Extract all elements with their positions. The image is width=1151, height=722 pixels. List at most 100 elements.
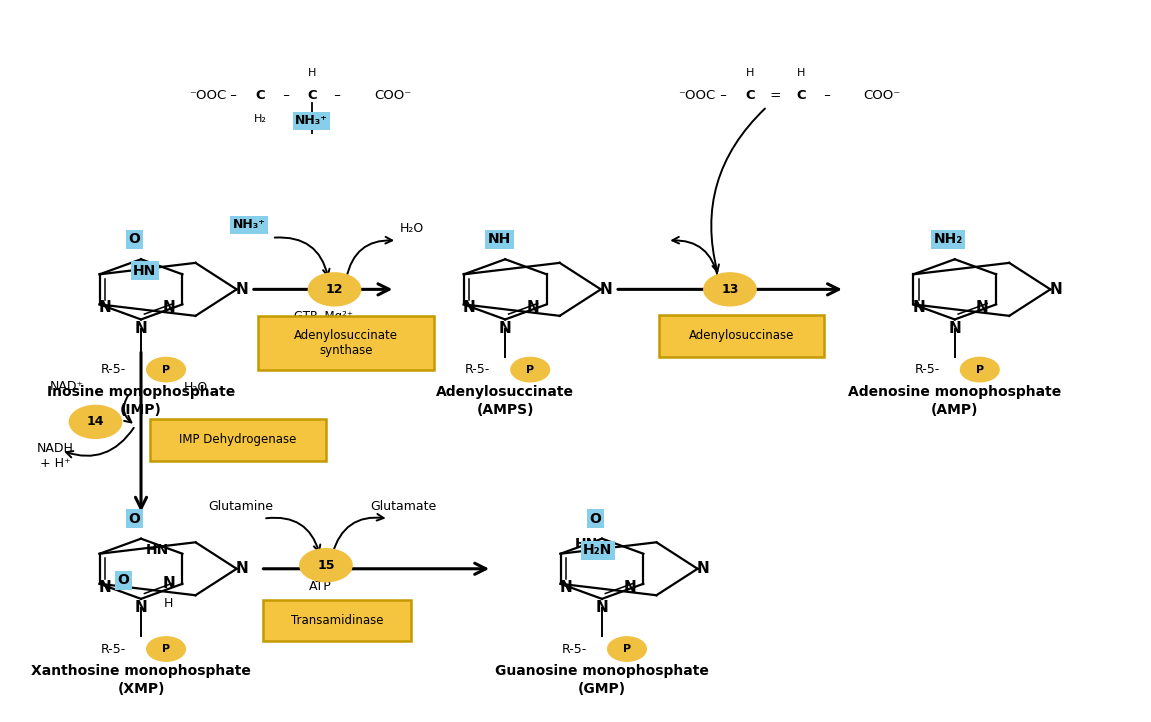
Text: N: N bbox=[162, 576, 175, 591]
Text: N: N bbox=[526, 300, 540, 316]
Text: –: – bbox=[330, 90, 345, 103]
Text: C: C bbox=[796, 90, 806, 103]
Text: IMP Dehydrogenase: IMP Dehydrogenase bbox=[180, 433, 297, 446]
Circle shape bbox=[299, 549, 352, 582]
Text: H₂O: H₂O bbox=[183, 381, 208, 394]
Text: N: N bbox=[99, 300, 112, 316]
Text: N: N bbox=[498, 321, 511, 336]
Text: HN: HN bbox=[134, 264, 157, 278]
Circle shape bbox=[960, 357, 999, 382]
Text: N: N bbox=[913, 300, 925, 316]
FancyBboxPatch shape bbox=[150, 419, 326, 461]
Text: P: P bbox=[162, 365, 170, 375]
Text: Glutamate: Glutamate bbox=[371, 500, 436, 513]
Text: N: N bbox=[135, 600, 147, 615]
Text: C: C bbox=[256, 90, 266, 103]
Text: R-5-: R-5- bbox=[915, 363, 940, 376]
Text: 14: 14 bbox=[86, 415, 105, 428]
Text: NH₂: NH₂ bbox=[933, 232, 962, 246]
Text: (AMPS): (AMPS) bbox=[477, 403, 534, 417]
Text: N: N bbox=[595, 600, 609, 615]
Text: –: – bbox=[716, 90, 731, 103]
Text: COO⁻: COO⁻ bbox=[374, 90, 412, 103]
Text: O: O bbox=[128, 232, 140, 246]
Text: COO⁻: COO⁻ bbox=[863, 90, 901, 103]
Text: HN: HN bbox=[146, 543, 169, 557]
Text: (GMP): (GMP) bbox=[578, 682, 626, 696]
Text: P: P bbox=[623, 644, 631, 654]
Text: P: P bbox=[162, 644, 170, 654]
Text: Adenylosuccinate: Adenylosuccinate bbox=[436, 385, 574, 399]
Text: 13: 13 bbox=[722, 283, 739, 296]
Text: –: – bbox=[820, 90, 834, 103]
Circle shape bbox=[69, 406, 122, 438]
FancyBboxPatch shape bbox=[264, 599, 411, 641]
Text: ⁻OOC: ⁻OOC bbox=[189, 90, 227, 103]
Circle shape bbox=[308, 273, 360, 306]
Text: O: O bbox=[117, 573, 129, 587]
Text: N: N bbox=[976, 300, 989, 316]
Circle shape bbox=[608, 637, 647, 661]
Text: NH: NH bbox=[488, 232, 511, 246]
Text: N: N bbox=[1050, 282, 1062, 297]
Circle shape bbox=[146, 357, 185, 382]
Text: NAD⁺: NAD⁺ bbox=[49, 380, 84, 393]
Text: =: = bbox=[767, 90, 786, 103]
FancyBboxPatch shape bbox=[258, 316, 434, 370]
Text: N: N bbox=[99, 580, 112, 595]
Text: H: H bbox=[746, 68, 754, 78]
Text: N: N bbox=[236, 561, 249, 576]
Text: NADH
+ H⁺: NADH + H⁺ bbox=[37, 443, 74, 470]
Text: ⁻OOC: ⁻OOC bbox=[678, 90, 716, 103]
Text: Glutamine: Glutamine bbox=[208, 500, 273, 513]
Circle shape bbox=[511, 357, 549, 382]
Text: R-5-: R-5- bbox=[562, 643, 587, 656]
Text: N: N bbox=[135, 321, 147, 336]
Text: NH₃⁺: NH₃⁺ bbox=[233, 218, 266, 231]
Text: P: P bbox=[526, 365, 534, 375]
Text: Adenosine monophosphate: Adenosine monophosphate bbox=[848, 385, 1061, 399]
Circle shape bbox=[703, 273, 756, 306]
Text: N: N bbox=[463, 300, 475, 316]
Text: O: O bbox=[128, 512, 140, 526]
Text: N: N bbox=[162, 300, 175, 316]
FancyBboxPatch shape bbox=[658, 315, 824, 357]
Text: (IMP): (IMP) bbox=[120, 403, 162, 417]
Text: N: N bbox=[696, 561, 710, 576]
Text: Adenylosuccinate
synthase: Adenylosuccinate synthase bbox=[294, 329, 398, 357]
Text: Guanosine monophosphate: Guanosine monophosphate bbox=[495, 664, 709, 678]
Text: 12: 12 bbox=[326, 283, 343, 296]
Circle shape bbox=[146, 637, 185, 661]
Text: (AMP): (AMP) bbox=[931, 403, 978, 417]
Text: R-5-: R-5- bbox=[465, 363, 490, 376]
Text: Adenylosuccinase: Adenylosuccinase bbox=[688, 329, 794, 342]
Text: Inosine monophosphate: Inosine monophosphate bbox=[47, 385, 235, 399]
Text: HN: HN bbox=[574, 537, 597, 552]
Text: N: N bbox=[600, 282, 612, 297]
Text: O: O bbox=[589, 512, 601, 526]
Text: P: P bbox=[976, 365, 984, 375]
Text: H: H bbox=[796, 68, 806, 78]
Text: (XMP): (XMP) bbox=[117, 682, 165, 696]
Text: 15: 15 bbox=[318, 559, 335, 572]
Text: C: C bbox=[745, 90, 755, 103]
Text: –: – bbox=[280, 90, 295, 103]
Text: ATP: ATP bbox=[308, 580, 331, 593]
Text: –: – bbox=[227, 90, 242, 103]
Text: R-5-: R-5- bbox=[101, 643, 127, 656]
Text: H₂O: H₂O bbox=[399, 222, 424, 235]
Text: N: N bbox=[559, 580, 572, 595]
Text: N: N bbox=[948, 321, 961, 336]
Text: N: N bbox=[624, 580, 637, 595]
Text: Xanthosine monophosphate: Xanthosine monophosphate bbox=[31, 664, 251, 678]
Text: R-5-: R-5- bbox=[101, 363, 127, 376]
Text: Transamidinase: Transamidinase bbox=[291, 614, 383, 627]
Text: H: H bbox=[165, 597, 174, 610]
Text: H: H bbox=[307, 68, 315, 78]
Text: H₂N: H₂N bbox=[584, 543, 612, 557]
Text: H₂: H₂ bbox=[254, 114, 267, 124]
Text: GTP, Mg²⁺: GTP, Mg²⁺ bbox=[294, 310, 352, 323]
Text: N: N bbox=[236, 282, 249, 297]
Text: C: C bbox=[307, 90, 317, 103]
Text: NH₃⁺: NH₃⁺ bbox=[296, 115, 328, 128]
